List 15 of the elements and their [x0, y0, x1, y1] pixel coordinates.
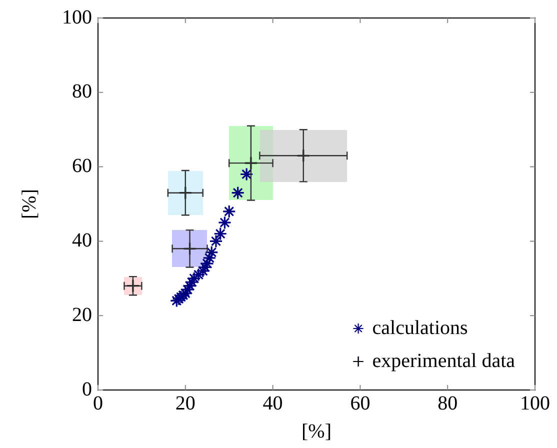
legend-label: calculations — [372, 316, 468, 339]
y-tick-label: 0 — [82, 378, 92, 400]
y-axis-title: [%] — [18, 189, 40, 219]
y-tick-label: 40 — [72, 229, 92, 252]
x-tick-label: 100 — [520, 392, 550, 414]
legend-label: experimental data — [372, 350, 516, 372]
y-tick-label: 20 — [72, 304, 92, 326]
x-tick-label: 20 — [175, 392, 196, 414]
x-tick-label: 60 — [350, 392, 370, 414]
x-tick-label: 40 — [262, 392, 283, 414]
y-tick-label: 100 — [62, 6, 92, 28]
x-tick-label: 80 — [438, 392, 458, 414]
x-axis-title: [%] — [302, 420, 332, 442]
y-tick-label: 80 — [72, 80, 92, 103]
y-tick-label: 60 — [72, 155, 92, 178]
